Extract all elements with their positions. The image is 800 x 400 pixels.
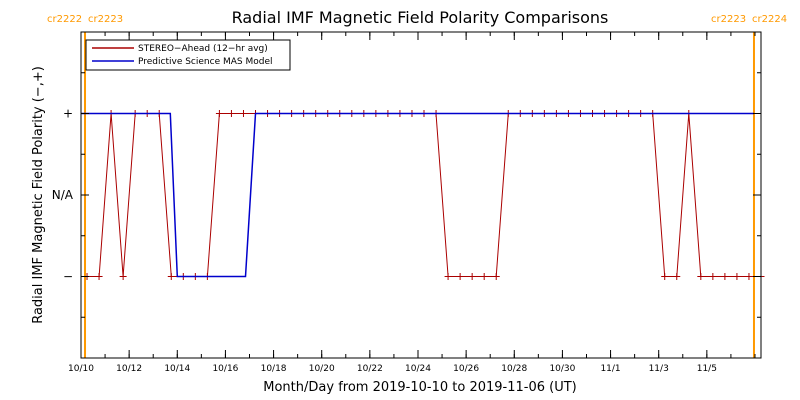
data-point — [468, 273, 476, 280]
data-point — [119, 273, 127, 280]
x-axis: 10/10 10/12 10/14 10/16 10/18 10/20 10/22 10/24… — [68, 32, 756, 374]
y-axis: − N/A + — [52, 72, 761, 318]
carrington-label-left-1: cr2222 — [47, 14, 82, 25]
x-tick-label: 11/5 — [697, 364, 717, 374]
x-tick-label: 10/24 — [405, 364, 431, 374]
y-tick-label: − — [63, 270, 73, 284]
x-tick-label: 11/3 — [649, 364, 669, 374]
series-line-mas-model — [81, 112, 754, 278]
carrington-label-right-2: cr2224 — [752, 14, 787, 25]
x-axis-label: Month/Day from 2019-10-10 to 2019-11-06 … — [263, 380, 576, 395]
y-tick-label: + — [63, 107, 73, 121]
data-point — [167, 273, 175, 280]
data-point — [697, 273, 705, 280]
x-tick-label: 10/14 — [164, 364, 190, 374]
data-point — [480, 273, 488, 280]
y-tick-label: N/A — [52, 188, 74, 202]
legend-label-mas-model: Predictive Science MAS Model — [138, 57, 273, 67]
x-tick-label: 10/30 — [549, 364, 575, 374]
data-point — [709, 273, 717, 280]
x-tick-label: 10/16 — [212, 364, 238, 374]
legend-box — [85, 39, 291, 71]
data-point — [733, 273, 741, 280]
y-axis-label: Radial IMF Magnetic Field Polarity (−,+) — [31, 66, 46, 324]
x-tick-label: 10/26 — [453, 364, 479, 374]
legend: STEREO−Ahead (12−hr avg) Predictive Scie… — [85, 39, 291, 71]
chart-title: Radial IMF Magnetic Field Polarity Compa… — [232, 8, 609, 27]
data-point — [239, 110, 247, 117]
x-tick-label: 10/12 — [116, 364, 142, 374]
data-point — [661, 273, 669, 280]
x-tick-label: 10/28 — [501, 364, 527, 374]
series-line-stereo — [87, 113, 761, 277]
data-point — [673, 273, 681, 280]
data-point — [95, 273, 103, 280]
data-point — [215, 110, 223, 117]
x-tick-label: 10/22 — [357, 364, 383, 374]
x-tick-label: 10/18 — [261, 364, 287, 374]
data-point — [745, 273, 753, 280]
x-tick-label: 10/10 — [68, 364, 94, 374]
data-point — [444, 273, 452, 280]
x-tick-label: 11/1 — [600, 364, 620, 374]
carrington-label-left-2: cr2223 — [88, 14, 123, 25]
data-point — [227, 110, 235, 117]
data-point — [492, 273, 500, 280]
carrington-label-right-1: cr2223 — [711, 14, 746, 25]
data-point — [721, 273, 729, 280]
data-point — [456, 273, 464, 280]
x-tick-label: 10/20 — [309, 364, 335, 374]
plot-area — [81, 32, 765, 358]
legend-label-stereo: STEREO−Ahead (12−hr avg) — [138, 44, 268, 54]
